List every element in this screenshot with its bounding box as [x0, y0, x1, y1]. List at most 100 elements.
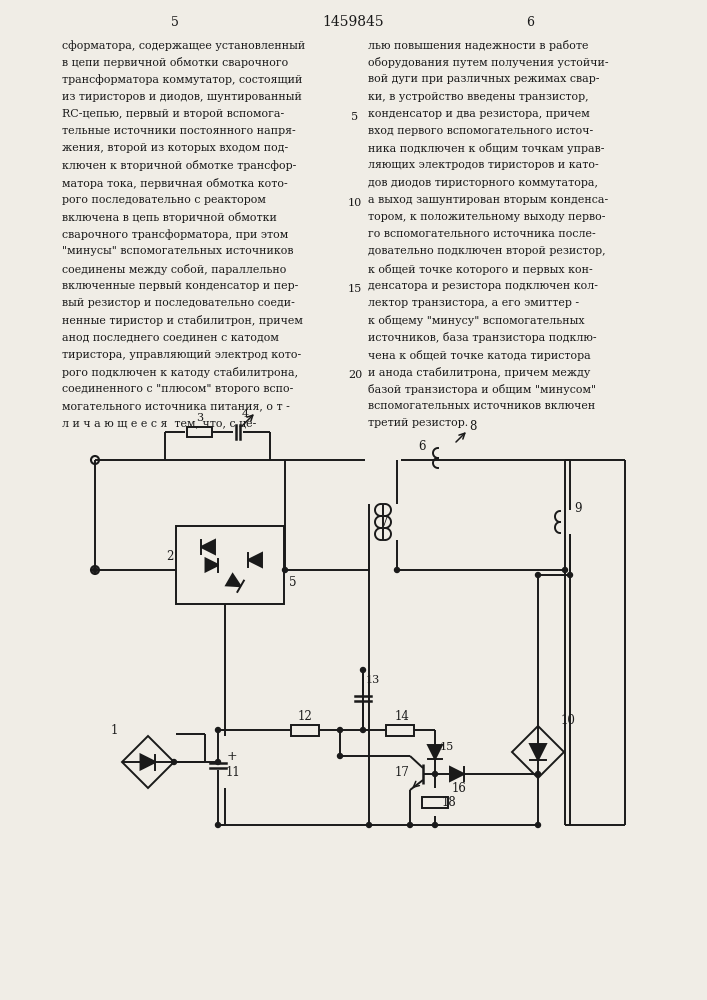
Text: ненные тиристор и стабилитрон, причем: ненные тиристор и стабилитрон, причем — [62, 315, 303, 326]
Text: вой дуги при различных режимах свар-: вой дуги при различных режимах свар- — [368, 74, 600, 84]
Text: 5: 5 — [171, 15, 179, 28]
Text: 20: 20 — [348, 370, 362, 380]
Text: ника подключен к общим точкам управ-: ника подключен к общим точкам управ- — [368, 143, 604, 154]
Circle shape — [433, 822, 438, 828]
Polygon shape — [201, 540, 215, 554]
Text: дов диодов тиристорного коммутатора,: дов диодов тиристорного коммутатора, — [368, 178, 598, 188]
Text: ляющих электродов тиристоров и като-: ляющих электродов тиристоров и като- — [368, 160, 599, 170]
Text: 7: 7 — [381, 516, 389, 528]
Circle shape — [337, 754, 342, 758]
Circle shape — [366, 822, 371, 828]
Text: рого подключен к катоду стабилитрона,: рого подключен к катоду стабилитрона, — [62, 367, 298, 378]
Text: тельные источники постоянного напря-: тельные источники постоянного напря- — [62, 126, 296, 136]
Circle shape — [563, 568, 568, 572]
Polygon shape — [450, 767, 464, 781]
Circle shape — [283, 568, 288, 572]
Text: го вспомогательного источника после-: го вспомогательного источника после- — [368, 229, 596, 239]
Text: базой транзистора и общим "минусом": базой транзистора и общим "минусом" — [368, 384, 596, 395]
Bar — [291, 724, 319, 736]
Text: 5: 5 — [289, 576, 297, 588]
Circle shape — [535, 572, 540, 578]
Circle shape — [433, 772, 438, 776]
Text: ки, в устройство введены транзистор,: ки, в устройство введены транзистор, — [368, 92, 589, 102]
Text: тиристора, управляющий электрод кото-: тиристора, управляющий электрод кото- — [62, 350, 301, 360]
Circle shape — [535, 772, 540, 776]
Text: 3: 3 — [197, 413, 204, 423]
Text: тором, к положительному выходу перво-: тором, к положительному выходу перво- — [368, 212, 605, 222]
Circle shape — [93, 568, 98, 572]
Text: включена в цепь вторичной обмотки: включена в цепь вторичной обмотки — [62, 212, 277, 223]
Text: сварочного трансформатора, при этом: сварочного трансформатора, при этом — [62, 229, 288, 240]
Text: матора тока, первичная обмотка кото-: матора тока, первичная обмотка кото- — [62, 178, 288, 189]
Polygon shape — [248, 553, 262, 567]
Text: 10: 10 — [561, 714, 575, 726]
Text: вый резистор и последовательно соеди-: вый резистор и последовательно соеди- — [62, 298, 295, 308]
Text: RC-цепью, первый и второй вспомога-: RC-цепью, первый и второй вспомога- — [62, 109, 284, 119]
Text: "минусы" вспомогательных источников: "минусы" вспомогательных источников — [62, 246, 293, 256]
Bar — [176, 526, 284, 604]
Text: 11: 11 — [226, 766, 240, 780]
Circle shape — [216, 822, 221, 828]
Circle shape — [407, 822, 412, 828]
Text: 10: 10 — [348, 198, 362, 208]
Text: 13: 13 — [366, 675, 380, 685]
Circle shape — [568, 572, 573, 578]
Text: 14: 14 — [395, 710, 409, 722]
Text: могательного источника питания, о т -: могательного источника питания, о т - — [62, 401, 290, 411]
Text: анод последнего соединен с катодом: анод последнего соединен с катодом — [62, 332, 279, 342]
Polygon shape — [141, 754, 156, 770]
Polygon shape — [206, 558, 218, 572]
Circle shape — [216, 760, 221, 764]
Polygon shape — [530, 744, 546, 760]
Text: рого последовательно с реактором: рого последовательно с реактором — [62, 195, 266, 205]
Text: 12: 12 — [298, 710, 312, 722]
Text: из тиристоров и диодов, шунтированный: из тиристоров и диодов, шунтированный — [62, 92, 302, 102]
Text: вход первого вспомогательного источ-: вход первого вспомогательного источ- — [368, 126, 593, 136]
Text: чена к общей точке катода тиристора: чена к общей точке катода тиристора — [368, 350, 591, 361]
Text: 1459845: 1459845 — [322, 15, 384, 29]
Text: 2: 2 — [166, 550, 174, 564]
Text: 5: 5 — [351, 112, 358, 122]
Circle shape — [361, 668, 366, 672]
Text: 15: 15 — [440, 742, 454, 752]
Circle shape — [172, 760, 177, 764]
Text: лью повышения надежности в работе: лью повышения надежности в работе — [368, 40, 588, 51]
Text: вспомогательных источников включен: вспомогательных источников включен — [368, 401, 595, 411]
Text: 18: 18 — [442, 796, 457, 808]
Text: соединенного с "плюсом" второго вспо-: соединенного с "плюсом" второго вспо- — [62, 384, 293, 394]
Text: соединены между собой, параллельно: соединены между собой, параллельно — [62, 264, 286, 275]
Text: денсатора и резистора подключен кол-: денсатора и резистора подключен кол- — [368, 281, 598, 291]
Bar — [386, 724, 414, 736]
Text: +: + — [227, 750, 238, 764]
Text: 6: 6 — [526, 15, 534, 28]
Text: жения, второй из которых входом под-: жения, второй из которых входом под- — [62, 143, 288, 153]
Text: л и ч а ю щ е е с я  тем, что, с це-: л и ч а ю щ е е с я тем, что, с це- — [62, 418, 257, 428]
Text: конденсатор и два резистора, причем: конденсатор и два резистора, причем — [368, 109, 590, 119]
Text: к общей точке которого и первых кон-: к общей точке которого и первых кон- — [368, 264, 592, 275]
Polygon shape — [226, 574, 240, 586]
Bar — [422, 796, 448, 808]
Text: включенные первый конденсатор и пер-: включенные первый конденсатор и пер- — [62, 281, 298, 291]
Text: трансформатора коммутатор, состоящий: трансформатора коммутатор, состоящий — [62, 74, 303, 85]
Text: к общему "минусу" вспомогательных: к общему "минусу" вспомогательных — [368, 315, 585, 326]
Text: 15: 15 — [348, 284, 362, 294]
Text: и анода стабилитрона, причем между: и анода стабилитрона, причем между — [368, 367, 590, 378]
Text: 9: 9 — [574, 502, 582, 514]
Circle shape — [337, 728, 342, 732]
Text: 17: 17 — [395, 766, 409, 778]
Circle shape — [535, 822, 540, 828]
Text: 8: 8 — [469, 420, 477, 432]
Text: довательно подключен второй резистор,: довательно подключен второй резистор, — [368, 246, 606, 256]
Text: 6: 6 — [419, 440, 426, 452]
Text: а выход зашунтирован вторым конденса-: а выход зашунтирован вторым конденса- — [368, 195, 608, 205]
Text: 1: 1 — [110, 724, 117, 736]
Text: третий резистор.: третий резистор. — [368, 418, 468, 428]
Text: источников, база транзистора подклю-: источников, база транзистора подклю- — [368, 332, 597, 343]
Text: лектор транзистора, а его эмиттер -: лектор транзистора, а его эмиттер - — [368, 298, 579, 308]
Text: ключен к вторичной обмотке трансфор-: ключен к вторичной обмотке трансфор- — [62, 160, 296, 171]
Circle shape — [361, 728, 366, 732]
Text: 4: 4 — [241, 409, 249, 419]
Polygon shape — [428, 745, 442, 759]
Text: в цепи первичной обмотки сварочного: в цепи первичной обмотки сварочного — [62, 57, 288, 68]
Bar — [187, 427, 213, 437]
